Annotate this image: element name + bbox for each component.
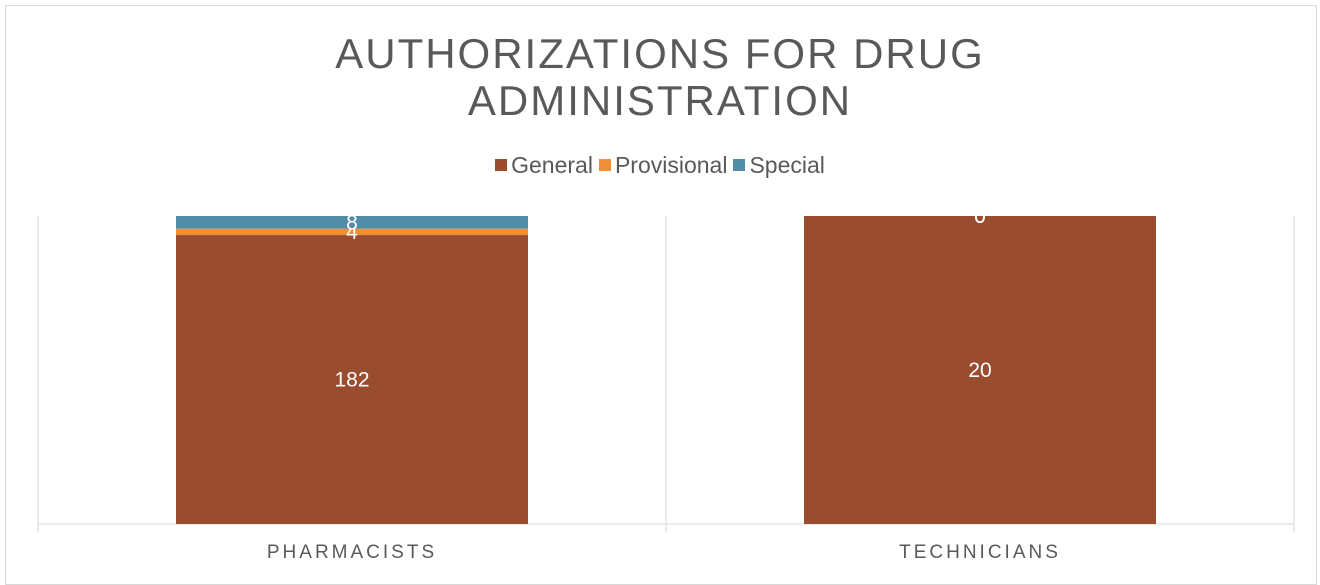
legend-swatch-general — [495, 159, 508, 171]
legend-label-special: Special — [749, 152, 825, 178]
bar-pharmacists-general — [176, 235, 528, 524]
legend-label-general: General — [511, 152, 593, 178]
data-label-pharmacists-general: 182 — [334, 369, 369, 392]
data-label-technicians-provisional: 0 — [974, 205, 986, 228]
bar-pharmacists-special — [176, 216, 528, 229]
bar-technicians-general — [804, 216, 1156, 524]
legend-swatch-special — [733, 159, 746, 171]
legend-item-provisional: Provisional — [598, 152, 728, 179]
legend-item-special: Special — [733, 152, 825, 179]
category-label-technicians: TECHNICIANS — [899, 542, 1061, 563]
legend-swatch-provisional — [598, 159, 611, 171]
data-label-technicians-general: 20 — [968, 359, 991, 382]
category-label-pharmacists: PHARMACISTS — [267, 542, 437, 563]
chart-title: AUTHORIZATIONS FOR DRUG ADMINISTRATION — [335, 30, 985, 124]
legend-item-general: General — [495, 152, 593, 179]
data-label-technicians-special: 0 — [974, 205, 986, 228]
legend-label-provisional: Provisional — [614, 152, 728, 178]
legend: General Provisional Special — [0, 152, 1320, 179]
data-label-pharmacists-special: 8 — [346, 211, 358, 234]
bar-pharmacists-provisional — [176, 228, 528, 236]
